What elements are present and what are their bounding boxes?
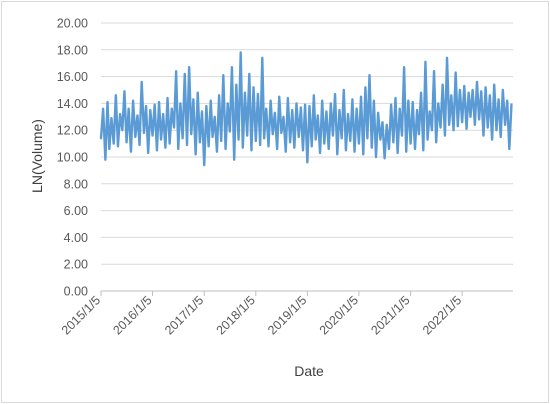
y-tick-label: 18.00 xyxy=(57,43,88,57)
y-tick-label: 0.00 xyxy=(64,285,88,299)
y-tick-label: 12.00 xyxy=(57,124,88,138)
series-layer xyxy=(99,51,513,167)
y-tick-label: 4.00 xyxy=(64,231,88,245)
x-tick-label: 2016/1/5 xyxy=(110,293,154,337)
x-tick-label: 2015/1/5 xyxy=(59,293,103,337)
x-tick-label: 2020/1/5 xyxy=(317,293,361,337)
y-axis-title: LN(Volume) xyxy=(29,119,45,193)
y-tick-label: 14.00 xyxy=(57,97,88,111)
x-tick-label: 2017/1/5 xyxy=(162,293,206,337)
y-tick-label: 6.00 xyxy=(64,204,88,218)
series-line xyxy=(99,51,513,167)
y-tick-label: 16.00 xyxy=(57,70,88,84)
y-tick-label: 2.00 xyxy=(64,258,88,272)
y-axis-tick-labels: 0.00 2.00 4.00 6.00 8.00 10.00 12.00 14.00 16.00… xyxy=(57,17,88,299)
y-tick-label: 20.00 xyxy=(57,17,88,31)
x-axis: 2015/1/5 2016/1/5 2017/1/5 2018/1/5 2019/1/5… xyxy=(59,290,513,338)
x-tick-label: 2018/1/5 xyxy=(214,293,258,337)
x-tick-label: 2022/1/5 xyxy=(420,293,464,337)
x-tick-label: 2019/1/5 xyxy=(265,293,309,337)
y-tick-label: 10.00 xyxy=(57,151,88,165)
y-tick-label: 8.00 xyxy=(64,177,88,191)
x-tick-label: 2021/1/5 xyxy=(368,293,412,337)
x-axis-title: Date xyxy=(294,363,324,379)
